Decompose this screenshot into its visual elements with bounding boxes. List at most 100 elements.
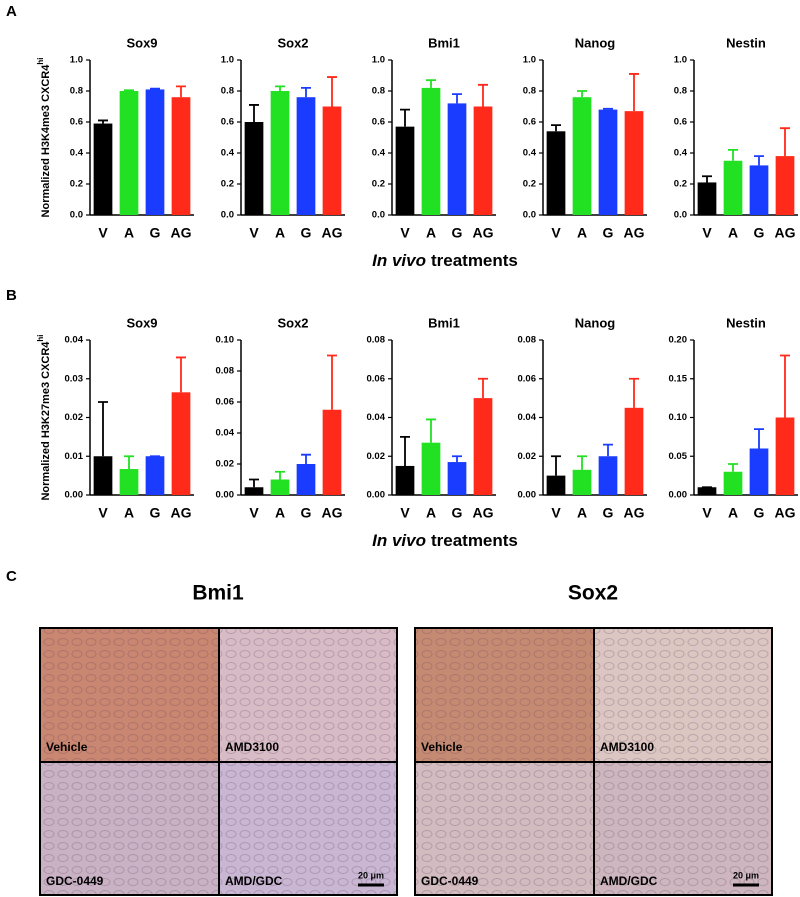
error-bar [275,85,285,91]
bar [749,448,769,495]
x-tick-label: G [150,225,161,241]
x-axis-label-italic: In vivo [372,251,426,270]
error-bar [478,83,488,107]
y-axis-label: Normalized H3K4me3 CXCR4hi [36,58,52,218]
y-axis-label: Normalized H3K27me3 CXCR4hi [36,334,52,500]
x-tick-label: AG [624,505,645,521]
y-tick-label: 0.2 [674,179,687,190]
bar [723,160,743,215]
x-tick-label: A [728,505,738,521]
y-tick-label: 0.6 [372,117,385,128]
error-bar [275,470,285,480]
y-axis-label-sup: hi [36,58,45,65]
bar [447,103,467,215]
y-tick-label: 0.4 [221,148,235,159]
bar [421,442,441,495]
error-bar [249,478,259,488]
y-tick-label: 0.00 [367,490,386,501]
bar [395,465,415,495]
chart-title: Bmi1 [428,315,460,330]
x-tick-label: A [426,505,436,521]
chart-title: Bmi1 [428,35,460,50]
y-tick-label: 0.02 [216,459,235,470]
y-tick-label: 0.00 [669,490,688,501]
error-bar [452,93,462,104]
scale-bar-label: 20 μm [358,870,384,880]
error-bar [603,443,613,457]
bar [296,464,316,495]
error-bar [780,354,790,418]
y-tick-label: 0.02 [367,451,386,462]
x-tick-label: AG [624,225,645,241]
y-tick-label: 0.04 [518,412,537,423]
x-tick-label: V [400,505,410,521]
x-tick-label: A [124,505,134,521]
bar [749,165,769,215]
y-tick-label: 1.0 [523,55,536,66]
x-tick-label: G [301,225,312,241]
x-tick-label: AG [322,505,343,521]
error-bar [728,149,738,161]
x-tick-label: V [249,225,259,241]
bar [296,97,316,215]
error-bar [551,455,561,476]
chart-title: Sox9 [126,35,157,50]
x-tick-label: G [150,505,161,521]
y-tick-label: 0.2 [523,179,536,190]
panel-letter: B [6,287,17,304]
error-bar [301,453,311,464]
error-bar [98,119,108,124]
x-tick-label: A [426,225,436,241]
error-bar [176,356,186,393]
y-tick-label: 0.04 [216,428,235,439]
bar [598,456,618,495]
bar [171,392,191,495]
y-tick-label: 0.0 [221,210,234,221]
x-tick-label: AG [775,505,796,521]
bar [270,479,290,495]
bar [395,126,415,215]
group-title: Bmi1 [192,582,244,605]
bar [145,89,165,215]
error-bar [702,175,712,183]
y-tick-label: 1.0 [70,55,83,66]
y-tick-label: 0.2 [70,179,83,190]
bar [697,487,717,495]
x-tick-label: AG [473,505,494,521]
bar [598,109,618,215]
panel-letter: A [6,3,17,20]
bar [697,182,717,215]
y-axis-label-sup: hi [36,334,45,341]
x-axis-label-rest: treatments [431,531,518,550]
y-tick-label: 0.06 [367,373,386,384]
y-tick-label: 1.0 [221,55,234,66]
bar [572,469,592,495]
y-tick-label: 0.6 [70,117,83,128]
x-tick-label: A [275,505,285,521]
bar [473,398,493,495]
bar [447,462,467,495]
y-tick-label: 0.20 [669,335,688,346]
x-tick-label: G [603,505,614,521]
group-title: Sox2 [568,582,618,605]
bar [775,417,795,495]
y-tick-label: 0.4 [523,148,537,159]
x-tick-label: AG [322,225,343,241]
x-tick-label: AG [171,505,192,521]
bar [93,456,113,495]
y-tick-label: 0.8 [70,86,83,97]
x-tick-label: V [551,225,561,241]
y-tick-label: 0.05 [669,451,688,462]
error-bar [629,73,639,112]
bar [546,475,566,495]
y-tick-label: 0.0 [674,210,687,221]
y-tick-label: 0.2 [372,179,385,190]
error-bar [301,87,311,98]
y-tick-label: 0.0 [372,210,385,221]
chart-title: Sox2 [277,315,308,330]
x-tick-label: AG [775,225,796,241]
x-tick-label: A [577,225,587,241]
x-tick-label: G [452,225,463,241]
panel-letter: C [6,568,17,585]
